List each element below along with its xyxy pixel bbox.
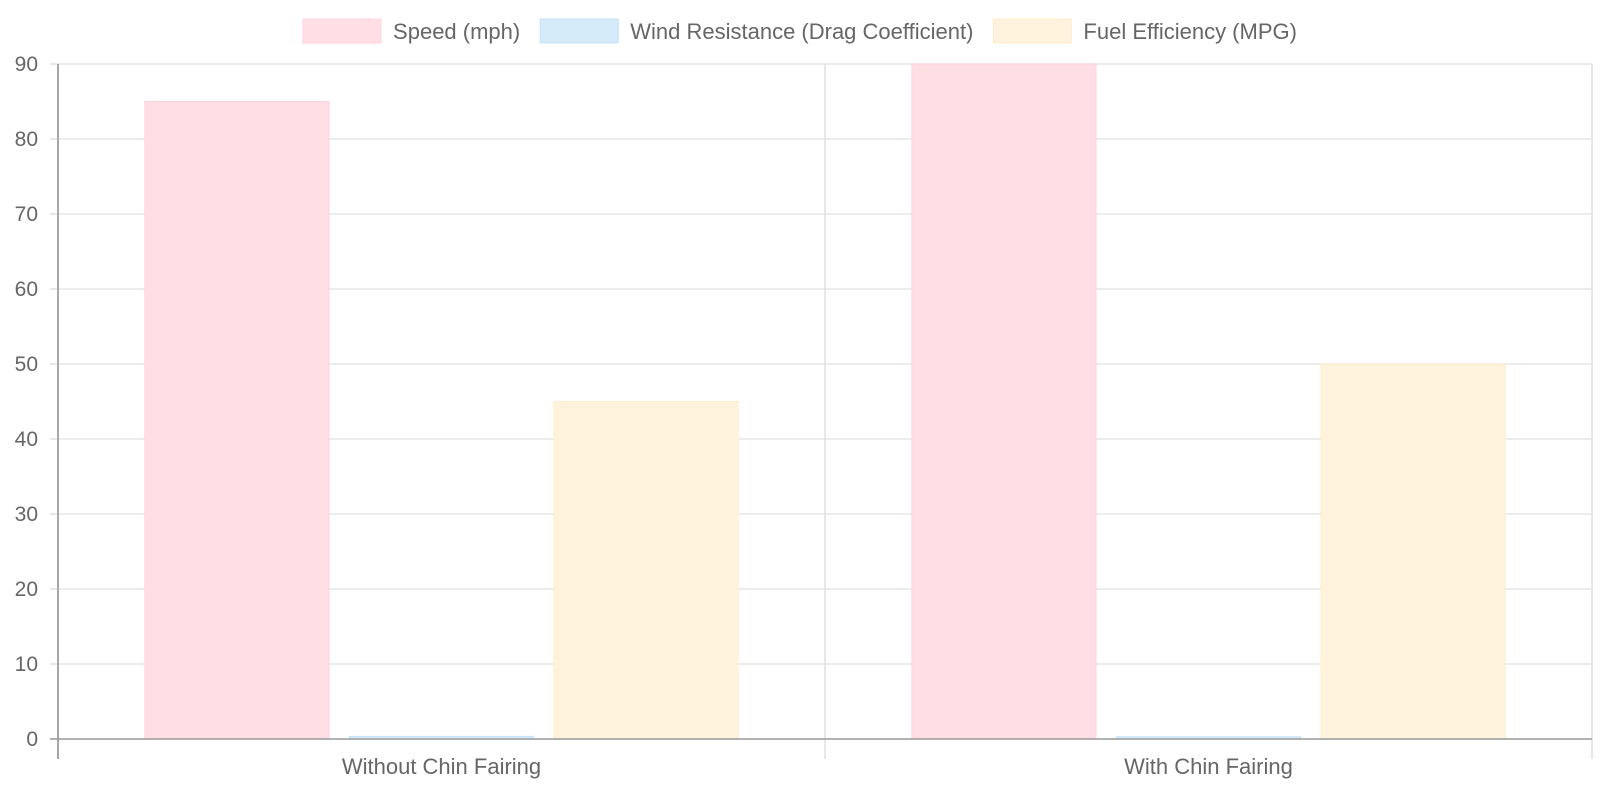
legend-label: Fuel Efficiency (MPG) [1083,19,1297,44]
x-axis-ticks: Without Chin Fairing With Chin Fairing [342,754,1293,779]
y-tick-label: 30 [15,503,38,526]
y-tick-label: 70 [15,203,38,226]
legend-swatch [302,18,382,44]
legend: Speed (mph) Wind Resistance (Drag Coeffic… [302,18,1297,44]
legend-swatch [992,18,1072,44]
bar-speed[interactable] [144,101,330,740]
legend-item[interactable]: Fuel Efficiency (MPG) [992,18,1297,44]
bars [144,63,1506,740]
x-category-label: With Chin Fairing [1124,754,1293,779]
y-tick-label: 10 [15,653,38,676]
legend-item[interactable]: Speed (mph) [302,18,520,44]
bar-fuel-efficiency[interactable] [1320,363,1506,740]
axes [50,63,1592,759]
y-tick-label: 40 [15,428,38,451]
bar-fuel-efficiency[interactable] [553,401,739,740]
y-tick-label: 80 [15,128,38,151]
bar-speed[interactable] [911,63,1097,740]
y-tick-label: 0 [26,728,38,751]
x-category-label: Without Chin Fairing [342,754,541,779]
y-tick-label: 90 [15,53,38,76]
legend-label: Speed (mph) [393,19,520,44]
legend-item[interactable]: Wind Resistance (Drag Coefficient) [539,18,973,44]
y-tick-label: 50 [15,353,38,376]
legend-label: Wind Resistance (Drag Coefficient) [630,19,973,44]
y-axis-ticks: 0 10 20 30 40 50 60 70 80 90 [15,53,38,751]
y-tick-label: 60 [15,278,38,301]
y-tick-label: 20 [15,578,38,601]
legend-swatch [539,18,619,44]
